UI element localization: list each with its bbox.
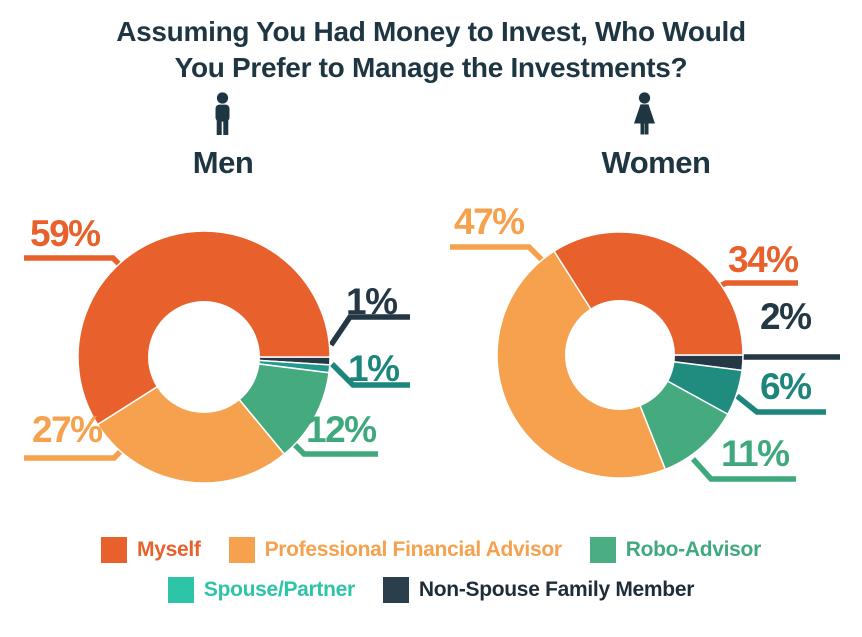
legend-item-myself: Myself (101, 537, 201, 563)
legend-swatch-professional-financial-advisor (228, 537, 255, 563)
legend-swatch-robo-advisor (589, 537, 616, 563)
legend-item-spouse-partner: Spouse/Partner (167, 577, 355, 603)
men-donut-chart-block: 59% 27% 12% 1% 1% (10, 195, 432, 530)
chart-title-line2: You Prefer to Manage the Investments? (174, 52, 688, 83)
men-advisor-percent-label: 27% (32, 409, 103, 450)
men-robo-advisor-percent-label: 12% (306, 409, 377, 450)
legend-row-1: Myself Professional Financial Advisor Ro… (0, 534, 862, 566)
legend-swatch-spouse-partner (167, 577, 194, 603)
legend-item-professional-financial-advisor: Professional Financial Advisor (228, 537, 562, 563)
legend-label-professional-financial-advisor: Professional Financial Advisor (264, 538, 562, 561)
men-spouse-percent-label: 1% (348, 348, 400, 389)
legend-swatch-myself (101, 537, 128, 563)
women-group-label: Women (601, 145, 711, 180)
women-spouse-percent-label: 6% (760, 366, 812, 407)
women-donut-chart-block: 34% 47% 11% 6% 2% (440, 195, 862, 530)
women-donut-chart (450, 231, 840, 482)
legend-label-spouse-partner: Spouse/Partner (203, 578, 355, 601)
chart-title: Assuming You Had Money to Invest, Who Wo… (0, 14, 862, 86)
woman-icon (628, 92, 661, 151)
legend-item-non-spouse-family-member: Non-Spouse Family Member (382, 577, 695, 603)
men-group-label: Men (192, 145, 254, 180)
women-robo-advisor-percent-label: 11% (721, 433, 790, 474)
men-non-spouse-percent-label: 1% (346, 281, 398, 322)
legend-row-2: Spouse/Partner Non-Spouse Family Member (0, 574, 862, 606)
legend-label-non-spouse-family-member: Non-Spouse Family Member (418, 578, 695, 601)
legend-item-robo-advisor: Robo-Advisor (589, 537, 762, 563)
legend-swatch-non-spouse-family-member (382, 577, 409, 603)
man-icon (210, 92, 235, 151)
legend-label-myself: Myself (137, 538, 201, 561)
chart-title-line1: Assuming You Had Money to Invest, Who Wo… (116, 16, 746, 47)
men-donut-chart (24, 230, 410, 484)
men-myself-percent-label: 59% (30, 213, 101, 254)
legend: Myself Professional Financial Advisor Ro… (0, 534, 862, 606)
women-myself-percent-label: 34% (728, 239, 799, 280)
legend-label-robo-advisor: Robo-Advisor (625, 538, 762, 561)
women-non-spouse-percent-label: 2% (760, 296, 812, 337)
women-advisor-percent-label: 47% (454, 201, 525, 242)
